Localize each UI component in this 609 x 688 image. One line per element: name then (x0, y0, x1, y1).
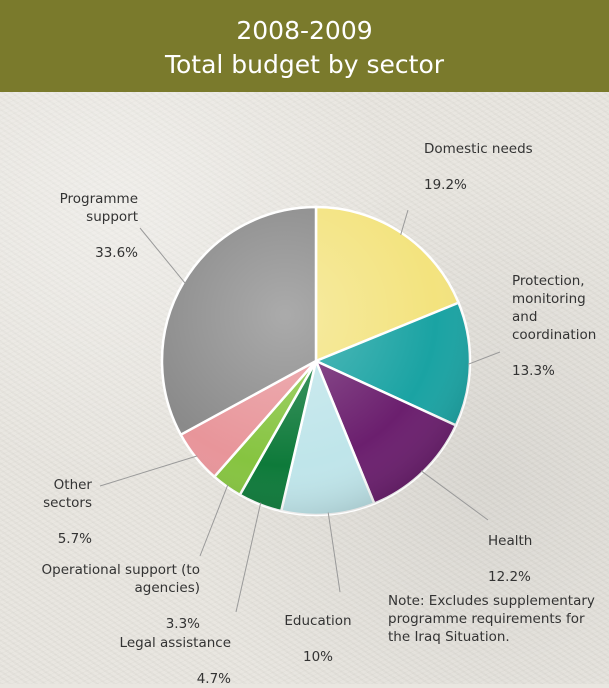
label-domestic-needs-value: 19.2% (424, 177, 467, 193)
label-legal-assistance-name: Legal assistance (119, 635, 231, 651)
label-legal-assistance: Legal assistance 4.7% (96, 616, 231, 688)
leader-line (467, 351, 501, 365)
leader-line (199, 484, 229, 557)
leader-line (420, 470, 489, 521)
leader-line (327, 512, 341, 593)
leader-line (139, 227, 186, 284)
chart-note: Note: Excludes supplementary programme r… (388, 593, 595, 645)
chart-header: 2008-2009 Total budget by sector (0, 0, 609, 92)
label-protection-name: Protection, monitoring and coordination (512, 273, 597, 343)
label-other-sectors: Other sectors 5.7% (28, 458, 92, 548)
header-period: 2008-2009 (236, 16, 373, 45)
label-domestic-needs: Domestic needs 19.2% (424, 122, 554, 194)
label-protection: Protection, monitoring and coordination … (512, 254, 607, 380)
label-programme-support-value: 33.6% (95, 245, 138, 261)
label-other-sectors-name: Other sectors (43, 477, 92, 511)
label-health-name: Health (488, 533, 533, 549)
label-education: Education 10% (268, 594, 368, 666)
label-domestic-needs-name: Domestic needs (424, 141, 533, 157)
leader-line (99, 455, 198, 487)
label-operational-support: Operational support (to agencies) 3.3% (20, 543, 200, 633)
leader-line (235, 502, 262, 613)
label-legal-assistance-value: 4.7% (196, 671, 231, 687)
label-programme-support-name: Programme support (59, 191, 138, 225)
label-programme-support: Programme support 33.6% (30, 172, 138, 262)
label-health: Health 12.2% (488, 514, 568, 586)
header-title: Total budget by sector (164, 50, 445, 79)
label-operational-support-value: 3.3% (165, 616, 200, 632)
leader-line (400, 209, 409, 235)
label-education-value: 10% (302, 649, 333, 665)
label-health-value: 12.2% (488, 569, 531, 585)
label-operational-support-name: Operational support (to agencies) (41, 562, 200, 596)
label-protection-value: 13.3% (512, 363, 555, 379)
label-education-name: Education (284, 613, 352, 629)
label-other-sectors-value: 5.7% (57, 531, 92, 547)
